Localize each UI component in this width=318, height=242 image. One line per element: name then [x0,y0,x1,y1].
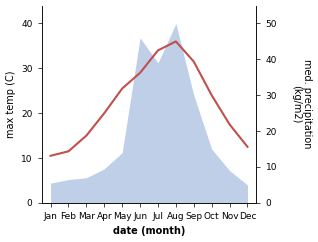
X-axis label: date (month): date (month) [113,227,185,236]
Y-axis label: med. precipitation
(kg/m2): med. precipitation (kg/m2) [291,60,313,149]
Y-axis label: max temp (C): max temp (C) [5,70,16,138]
